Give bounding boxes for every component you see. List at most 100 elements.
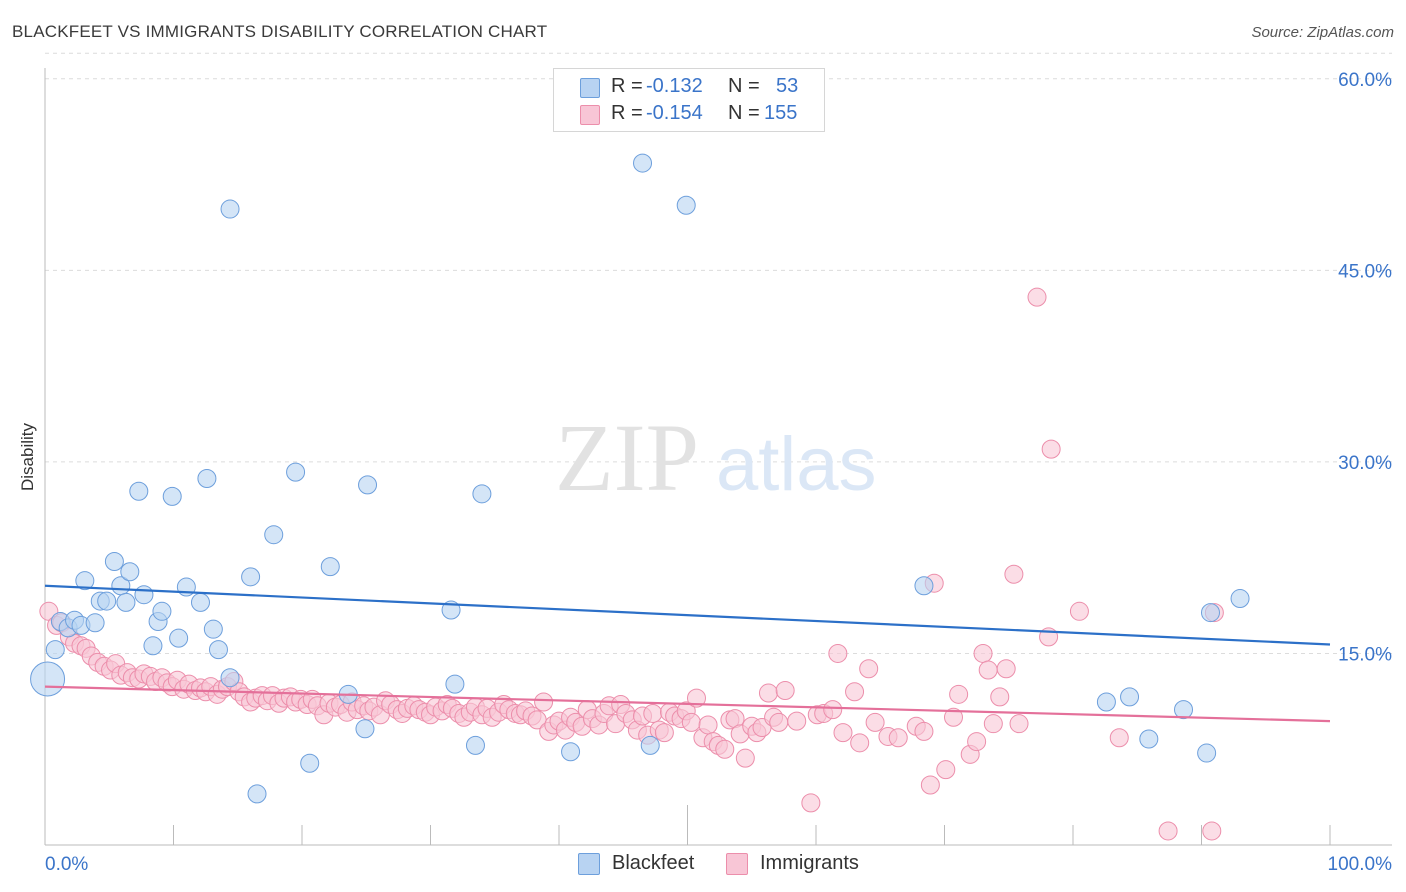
blackfeet-point bbox=[152, 601, 172, 621]
immigrants-point bbox=[936, 760, 956, 780]
legend-label: Immigrants bbox=[760, 852, 859, 874]
immigrants-point bbox=[698, 715, 718, 735]
y-tick-label: 60.0% bbox=[1338, 70, 1392, 91]
immigrants-point bbox=[920, 775, 940, 795]
immigrants-point bbox=[996, 659, 1016, 679]
blackfeet-point bbox=[129, 481, 149, 501]
blackfeet-point bbox=[1174, 700, 1194, 720]
legend-row-blackfeet: R = -0.132 N = 53 bbox=[554, 74, 824, 100]
source-credit: Source: ZipAtlas.com bbox=[1251, 24, 1394, 41]
blackfeet-point bbox=[220, 668, 240, 688]
blackfeet-point bbox=[120, 562, 140, 582]
blackfeet-point bbox=[1139, 729, 1159, 749]
blackfeet-point bbox=[1197, 743, 1217, 763]
immigrants-point bbox=[949, 684, 969, 704]
blackfeet-point bbox=[914, 576, 934, 596]
blackfeet-point bbox=[75, 571, 95, 591]
immigrants-point bbox=[654, 723, 674, 743]
blackfeet-points bbox=[30, 153, 1250, 804]
axes bbox=[44, 68, 1392, 846]
y-tick-label: 45.0% bbox=[1338, 261, 1392, 282]
chart-title: BLACKFEET VS IMMIGRANTS DISABILITY CORRE… bbox=[12, 22, 548, 41]
immigrants-swatch bbox=[580, 105, 600, 125]
n-label: N = bbox=[728, 75, 760, 97]
immigrants-point bbox=[715, 739, 735, 759]
watermark-atlas: atlas bbox=[716, 422, 877, 507]
gridlines bbox=[45, 52, 1392, 654]
blackfeet-point bbox=[143, 636, 163, 656]
blackfeet-point bbox=[208, 640, 228, 660]
immigrants-point bbox=[828, 643, 848, 663]
blackfeet-point bbox=[162, 486, 182, 506]
immigrants-point bbox=[845, 682, 865, 702]
x-tick-label: 100.0% bbox=[1328, 854, 1393, 875]
legend-label: Blackfeet bbox=[612, 852, 695, 874]
immigrants-point bbox=[973, 643, 993, 663]
r-label: R = bbox=[611, 75, 643, 97]
blackfeet-point bbox=[241, 567, 261, 587]
immigrants-point bbox=[769, 712, 789, 732]
blackfeet-point bbox=[633, 153, 653, 173]
blackfeet-point bbox=[286, 462, 306, 482]
zipatlas-watermark: ZIP atlas bbox=[555, 404, 877, 511]
immigrants-point bbox=[850, 733, 870, 753]
correlation-legend: R = -0.132 N = 53 R = -0.154 N = 155 bbox=[553, 68, 825, 132]
blackfeet-point bbox=[1230, 589, 1250, 609]
immigrants-point bbox=[833, 723, 853, 743]
immigrants-point bbox=[914, 721, 934, 741]
blackfeet-trend-line bbox=[44, 584, 1331, 646]
immigrants-point bbox=[1202, 821, 1222, 841]
blackfeet-point bbox=[45, 640, 65, 660]
blackfeet-point bbox=[134, 585, 154, 605]
immigrants-point bbox=[888, 728, 908, 748]
immigrants-point bbox=[801, 793, 821, 813]
immigrants-point bbox=[1109, 728, 1129, 748]
blackfeet-point bbox=[355, 719, 375, 739]
r-label: R = bbox=[611, 102, 643, 124]
immigrants-point bbox=[1158, 821, 1178, 841]
immigrants-point bbox=[735, 748, 755, 768]
y-tick-label: 15.0% bbox=[1338, 644, 1392, 665]
blackfeet-point bbox=[104, 552, 124, 572]
blackfeet-point bbox=[247, 784, 267, 804]
immigrants-point bbox=[859, 659, 879, 679]
immigrants-points bbox=[39, 287, 1224, 841]
blackfeet-point bbox=[197, 469, 217, 489]
blackfeet-point bbox=[358, 475, 378, 495]
y-tick-label: 30.0% bbox=[1338, 453, 1392, 474]
blackfeet-point bbox=[116, 592, 136, 612]
immigrants-point bbox=[990, 687, 1010, 707]
immigrants-point bbox=[1041, 439, 1061, 459]
immigrants-point bbox=[775, 680, 795, 700]
blackfeet-point bbox=[676, 195, 696, 215]
immigrants-point bbox=[943, 707, 963, 727]
immigrants-point bbox=[983, 714, 1003, 734]
immigrants-point bbox=[1069, 601, 1089, 621]
blackfeet-point bbox=[220, 199, 240, 219]
blackfeet-point bbox=[190, 592, 210, 612]
blackfeet-point bbox=[264, 525, 284, 545]
r-value: -0.154 bbox=[646, 102, 703, 124]
blackfeet-point bbox=[320, 557, 340, 577]
immigrants-point bbox=[967, 732, 987, 752]
blackfeet-point bbox=[97, 591, 117, 611]
immigrants-point bbox=[787, 711, 807, 731]
blackfeet-point bbox=[472, 484, 492, 504]
legend-row-immigrants: R = -0.154 N = 155 bbox=[554, 101, 824, 127]
n-label: N = bbox=[728, 102, 760, 124]
blackfeet-point bbox=[30, 661, 66, 697]
blackfeet-point bbox=[85, 613, 105, 633]
immigrants-point bbox=[758, 683, 778, 703]
blackfeet-swatch bbox=[580, 78, 600, 98]
immigrants-point bbox=[865, 712, 885, 732]
immigrants-point bbox=[643, 703, 663, 723]
blackfeet-point bbox=[561, 742, 581, 762]
blackfeet-point bbox=[465, 735, 485, 755]
y-axis-label: Disability bbox=[18, 422, 37, 491]
immigrants-point bbox=[1004, 564, 1024, 584]
immigrants-point bbox=[686, 688, 706, 708]
blackfeet-point bbox=[203, 619, 223, 639]
y-tick-labels: 15.0% 30.0% 45.0% 60.0% bbox=[1338, 70, 1392, 666]
immigrants-point bbox=[534, 692, 554, 712]
